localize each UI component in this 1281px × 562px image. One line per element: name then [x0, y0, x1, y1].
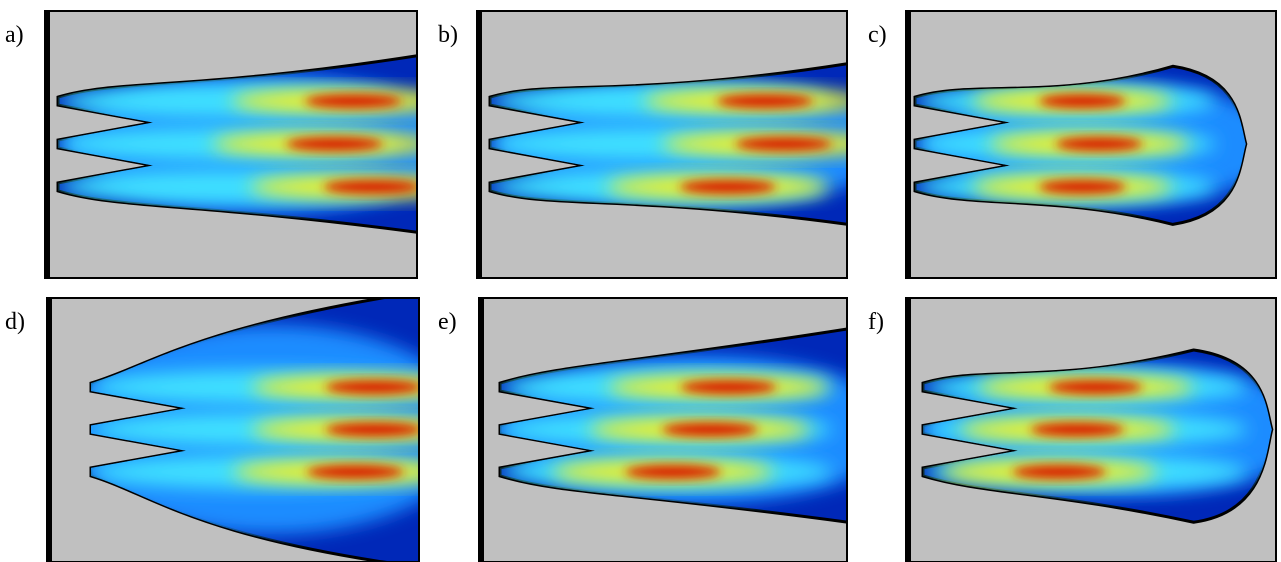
panel-border: [476, 10, 848, 279]
jet-red: [325, 380, 420, 395]
panel-label: a): [5, 22, 24, 48]
panel: [478, 297, 848, 562]
panel-left-bar: [905, 10, 911, 278]
jet-inner: [923, 364, 1272, 495]
jet-inner: [915, 83, 1246, 205]
jet-red: [716, 94, 814, 109]
jet-group: [488, 62, 848, 226]
panel-label: b): [438, 22, 458, 48]
jet-group: [498, 327, 848, 524]
jet-inner: [500, 355, 848, 504]
panel: [44, 10, 418, 279]
jet-red: [1055, 137, 1143, 151]
jet-red: [1030, 422, 1125, 437]
jet-red: [1038, 94, 1126, 109]
jet-inner: [58, 76, 418, 212]
jet-red: [661, 422, 759, 437]
panel-border: [478, 297, 848, 562]
jet-group: [56, 54, 418, 234]
panel-left-bar: [46, 297, 52, 562]
jet-red: [323, 179, 418, 194]
jet-red: [1012, 464, 1107, 479]
panel-left-bar: [905, 297, 911, 562]
jet-group: [89, 297, 420, 562]
panel-label: e): [438, 309, 457, 335]
jet-group: [921, 348, 1274, 524]
jet-red: [624, 464, 722, 479]
panel-border: [46, 297, 420, 562]
panel-border: [44, 10, 418, 279]
jet-red: [1038, 179, 1126, 194]
jet-red: [325, 422, 420, 437]
jet-group: [913, 64, 1248, 226]
panel-label: d): [5, 309, 25, 335]
panel: [905, 297, 1277, 562]
jet-red: [1048, 380, 1143, 395]
jet-red: [679, 179, 777, 194]
panel-border: [905, 10, 1277, 279]
jet-red: [285, 137, 384, 151]
jet-red: [735, 137, 832, 151]
panel: [46, 297, 420, 562]
panel-border: [905, 297, 1277, 562]
panel-label: f): [868, 309, 884, 335]
panel-left-bar: [44, 10, 50, 278]
jet-inner: [490, 82, 848, 206]
jet-red: [680, 380, 777, 395]
panel-left-bar: [478, 297, 484, 562]
panel: [476, 10, 848, 279]
panel-left-bar: [476, 10, 482, 278]
panel: [905, 10, 1277, 279]
panel-label: c): [868, 22, 887, 48]
jet-red: [304, 94, 402, 109]
jet-red: [306, 464, 404, 479]
